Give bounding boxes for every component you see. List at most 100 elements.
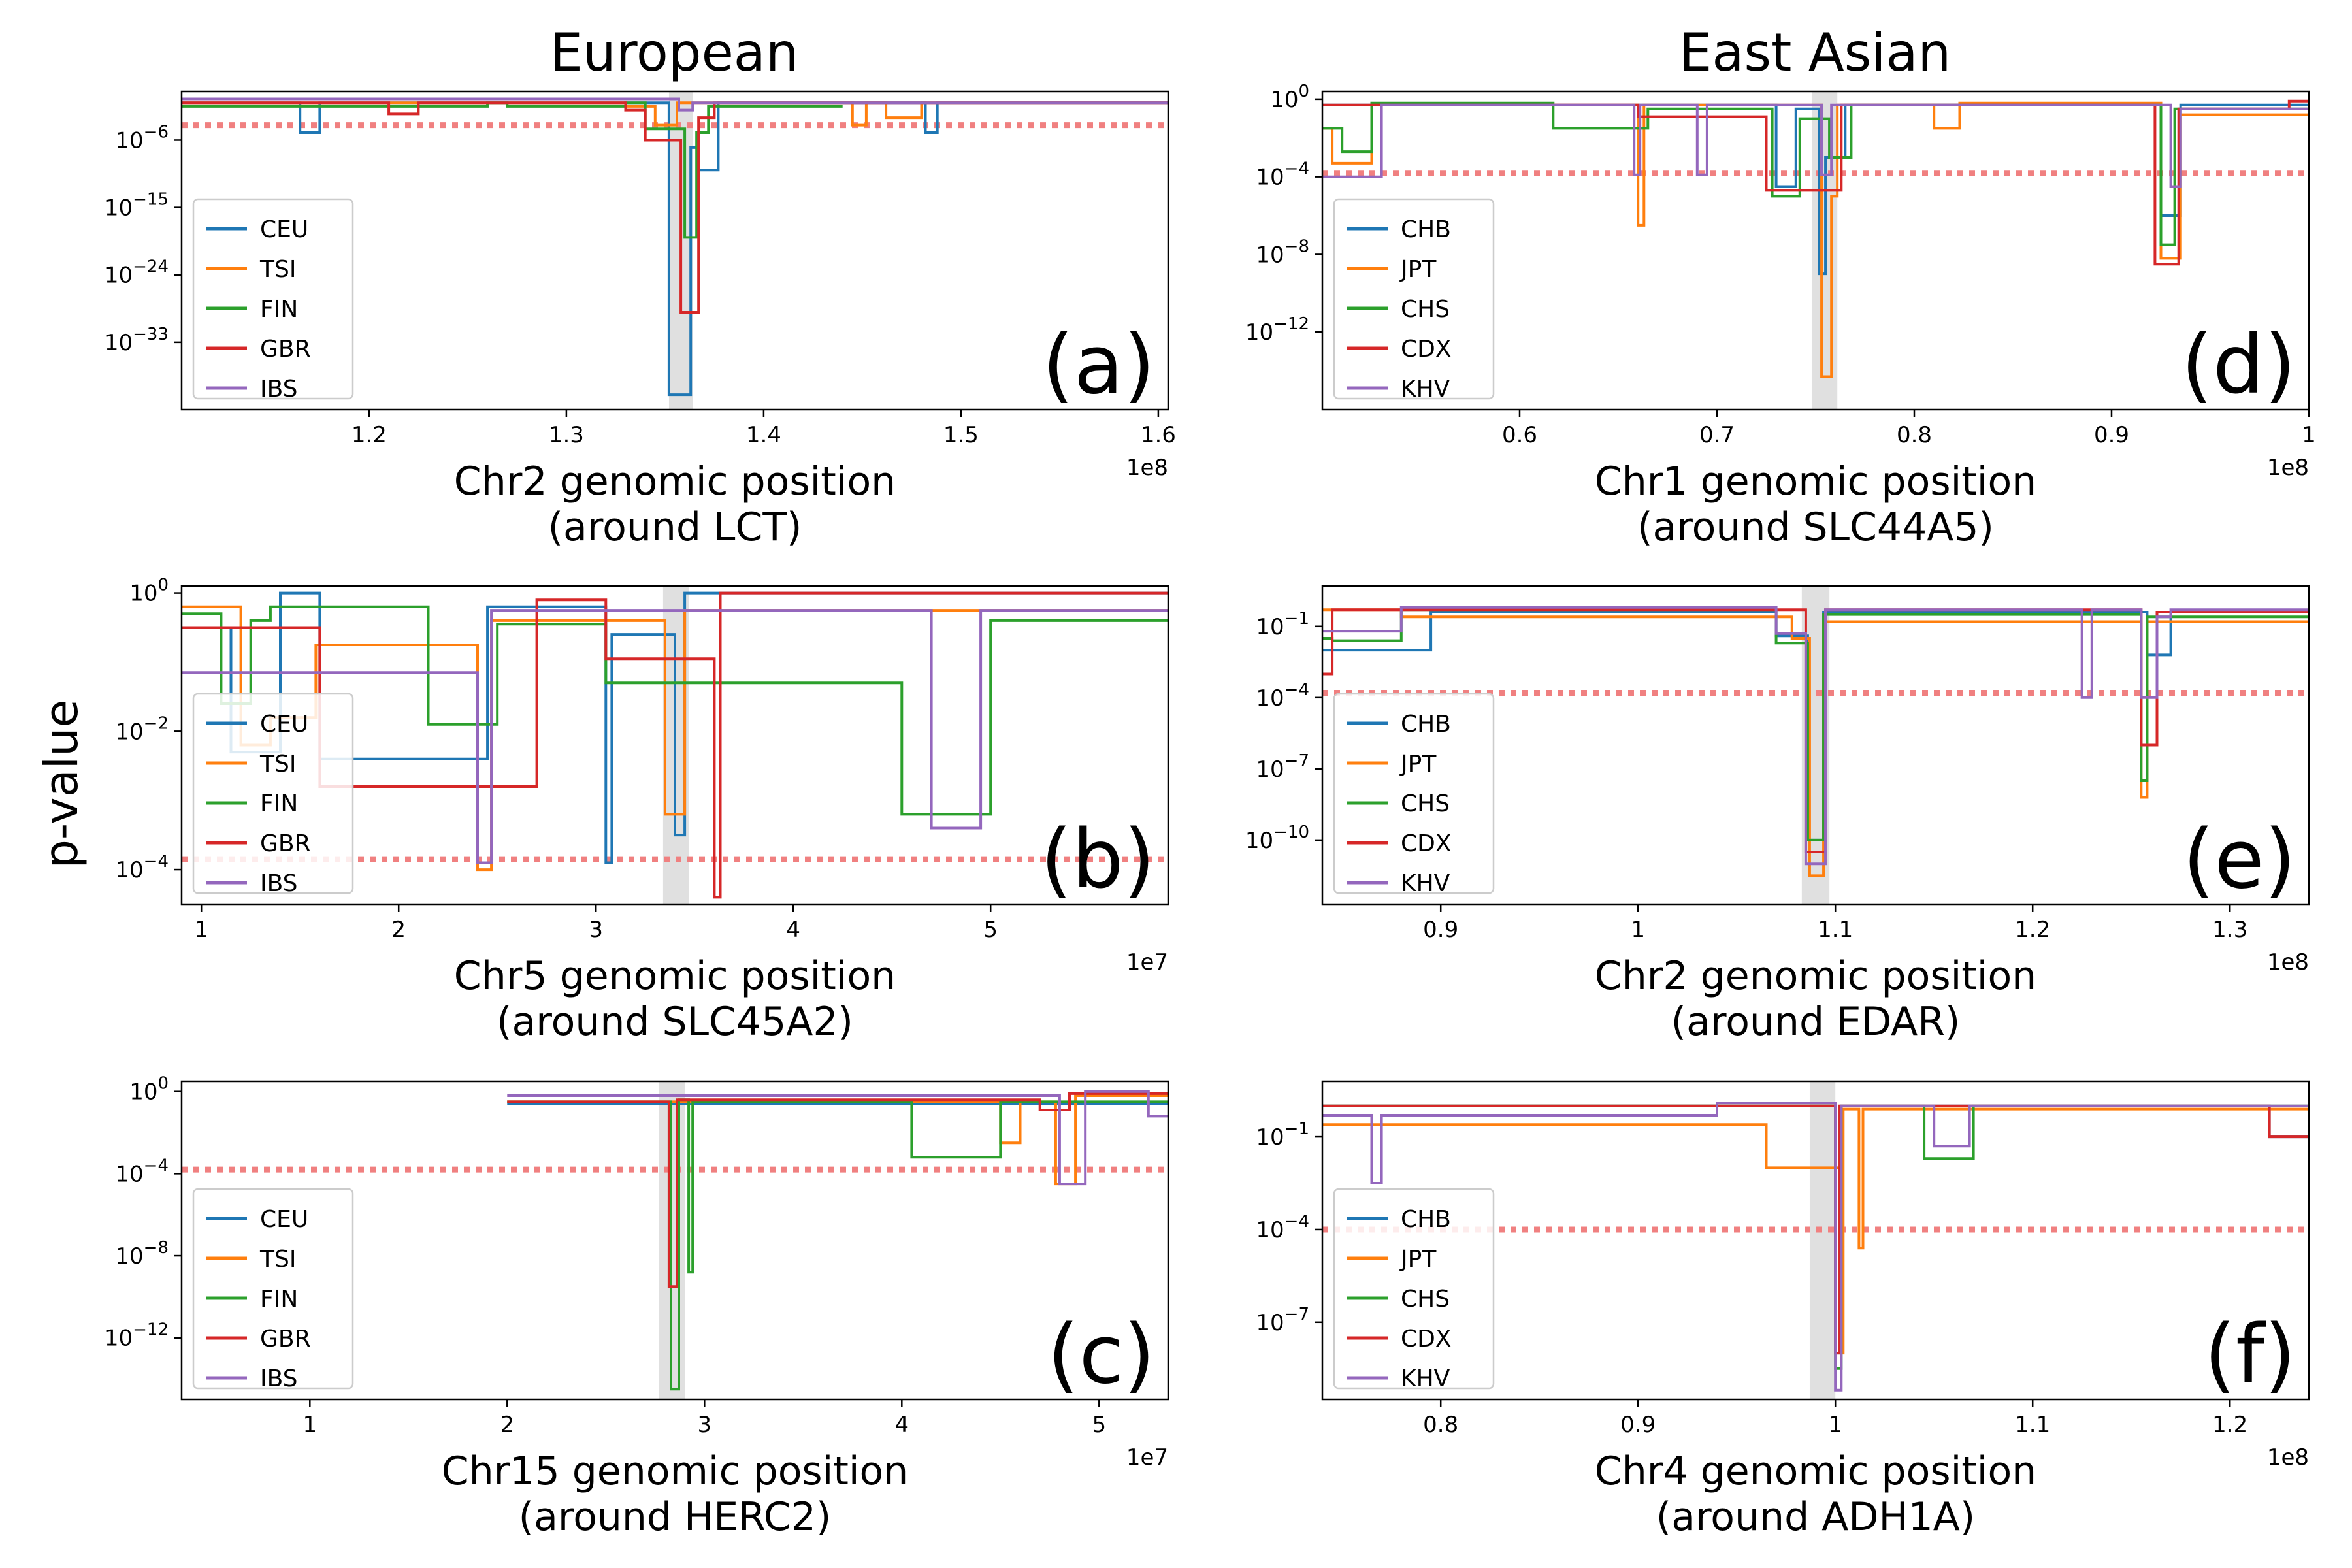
x-tick-label: 4 — [786, 917, 800, 943]
y-tick-label: 10−4 — [1256, 1212, 1309, 1243]
panel-letter: (d) — [2181, 318, 2296, 412]
panels: 1.2 1.3 1.4 1.5 1.61e810−610−1510−2410−33CEU… — [105, 82, 2316, 1540]
legend: CEU TSI FIN GBR IBS — [192, 1188, 354, 1392]
y-tick-label: 10−6 — [115, 122, 169, 154]
x-offset-label: 1e8 — [2267, 949, 2309, 975]
y-tick-label: 10−15 — [105, 190, 169, 221]
x-tick-label: 0.7 — [1699, 422, 1735, 448]
y-tick-label: 10−2 — [115, 713, 169, 745]
plot-area — [1322, 586, 2309, 904]
x-tick-label: 1.2 — [351, 422, 387, 448]
y-tick-label: 10−8 — [1256, 237, 1309, 268]
x-axis-sublabel: (around ADH1A) — [1656, 1494, 1975, 1540]
legend-label-ceu: CEU — [260, 1206, 308, 1233]
y-tick-label: 10−12 — [1245, 314, 1309, 346]
legend-label-khv: KHV — [1401, 1365, 1450, 1392]
legend-label-chb: CHB — [1401, 1206, 1451, 1233]
panel-letter: (c) — [1047, 1308, 1155, 1402]
plot-area — [1322, 1081, 2309, 1399]
y-tick-label: 10−7 — [1256, 1305, 1309, 1336]
series-line-chs — [1322, 101, 2309, 246]
column-title-european: European — [549, 22, 798, 83]
legend: CHB JPT CHS CDX KHV — [1333, 693, 1495, 897]
panel-letter: (e) — [2183, 813, 2296, 907]
plot-area — [182, 91, 1168, 410]
x-tick-label: 1 — [1631, 917, 1645, 943]
y-tick-label: 10−10 — [1245, 823, 1309, 854]
legend-label-gbr: GBR — [260, 1326, 311, 1352]
panel-e: 0.9 1 1.1 1.2 1.31e810−110−410−710−10CHBJPTC… — [1245, 585, 2310, 1045]
legend-label-gbr: GBR — [260, 830, 311, 857]
x-tick-label: 0.8 — [1423, 1412, 1458, 1438]
y-tick-label: 10−24 — [105, 257, 169, 289]
plot-area — [1322, 91, 2309, 410]
legend-label-tsi: TSI — [259, 256, 296, 283]
x-tick-label: 1.2 — [2015, 917, 2050, 943]
panel-d: 0.6 0.7 0.8 0.9 11e810010−410−810−12CHBJPTCH… — [1245, 82, 2316, 550]
x-tick-label: 1.3 — [549, 422, 584, 448]
x-tick-label: 2 — [500, 1412, 514, 1438]
x-offset-label: 1e8 — [2267, 455, 2309, 481]
series-line-gbr — [507, 1092, 1168, 1288]
axes-frame — [180, 1080, 1169, 1401]
legend-label-ceu: CEU — [260, 711, 308, 738]
x-axis-label: Chr1 genomic position — [1595, 459, 2036, 504]
x-axis-sublabel: (around LCT) — [548, 504, 802, 550]
x-tick-label: 0.9 — [2094, 422, 2129, 448]
y-tick-label: 10−4 — [115, 852, 169, 883]
legend-label-tsi: TSI — [259, 1246, 296, 1273]
y-tick-label: 10−1 — [1256, 1119, 1309, 1151]
x-tick-label: 3 — [697, 1412, 711, 1438]
x-tick-label: 1.5 — [943, 422, 979, 448]
y-tick-label: 10−8 — [115, 1238, 169, 1269]
y-tick-label: 10−33 — [105, 325, 169, 356]
axes-frame — [1321, 90, 2310, 411]
legend-label-fin: FIN — [260, 296, 298, 323]
x-offset-label: 1e7 — [1126, 949, 1168, 975]
legend: CEU TSI FIN GBR IBS — [192, 198, 354, 402]
x-tick-label: 5 — [1092, 1412, 1106, 1438]
y-tick-label: 100 — [1270, 82, 1309, 113]
x-tick-label: 2 — [391, 917, 406, 943]
x-tick-label: 4 — [894, 1412, 909, 1438]
legend-label-khv: KHV — [1401, 376, 1450, 402]
y-tick-label: 100 — [129, 1074, 169, 1105]
series-line-khv — [1322, 1102, 2309, 1392]
x-tick-label: 0.9 — [1423, 917, 1458, 943]
panel-b: 1 2 3 4 5 1e7 100 10−2 10−4 CEU TSI FIN GBR IBS (b) Chr… — [115, 576, 1169, 1045]
x-axis-sublabel: (around HERC2) — [519, 1494, 832, 1540]
x-axis-sublabel: (around SLC45A2) — [497, 999, 853, 1045]
legend-label-chs: CHS — [1401, 1286, 1450, 1313]
series-line-jpt — [1322, 608, 2309, 877]
x-tick-label: 1.1 — [2015, 1412, 2050, 1438]
x-axis-label: Chr15 genomic position — [442, 1448, 909, 1494]
x-offset-label: 1e8 — [1126, 455, 1168, 481]
x-tick-label: 1.1 — [1818, 917, 1853, 943]
x-axis-label: Chr2 genomic position — [454, 459, 896, 504]
series-line-jpt — [1322, 1107, 2309, 1355]
x-tick-label: 0.9 — [1620, 1412, 1656, 1438]
series-line-ibs — [182, 97, 1168, 112]
legend-label-cdx: CDX — [1401, 336, 1452, 363]
column-title-east-asian: East Asian — [1679, 22, 1951, 83]
x-tick-label: 1.6 — [1141, 422, 1176, 448]
y-tick-label: 100 — [129, 576, 169, 607]
y-tick-label: 10−1 — [1256, 609, 1309, 640]
y-tick-label: 10−4 — [115, 1156, 169, 1187]
series-line-tsi — [182, 101, 1168, 127]
plot-area — [182, 1081, 1168, 1399]
legend-label-ibs: IBS — [260, 376, 298, 402]
axes-frame — [180, 585, 1169, 906]
x-tick-label: 1 — [1828, 1412, 1842, 1438]
legend-label-jpt: JPT — [1399, 256, 1437, 283]
legend: CHB JPT CHS CDX KHV — [1333, 1188, 1495, 1392]
x-tick-label: 3 — [589, 917, 603, 943]
x-axis-sublabel: (around SLC44A5) — [1637, 504, 1994, 550]
series-line-ceu — [182, 101, 1168, 397]
x-tick-label: 1 — [2302, 422, 2316, 448]
panel-letter: (a) — [1042, 318, 1155, 412]
legend-label-gbr: GBR — [260, 336, 311, 363]
x-tick-label: 1.3 — [2212, 917, 2247, 943]
